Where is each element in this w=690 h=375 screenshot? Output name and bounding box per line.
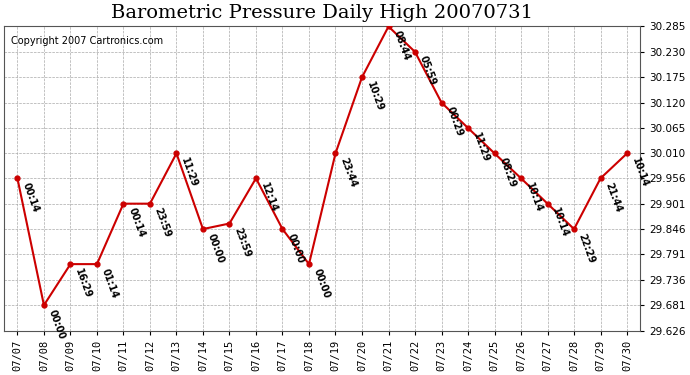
Text: 05:59: 05:59	[417, 55, 437, 87]
Text: 10:14: 10:14	[551, 207, 571, 239]
Text: 12:14: 12:14	[259, 181, 279, 214]
Text: 00:00: 00:00	[285, 232, 305, 264]
Title: Barometric Pressure Daily High 20070731: Barometric Pressure Daily High 20070731	[111, 4, 533, 22]
Text: 01:14: 01:14	[100, 267, 119, 300]
Text: 21:44: 21:44	[603, 181, 623, 214]
Text: 16:29: 16:29	[73, 267, 93, 300]
Text: 23:59: 23:59	[233, 226, 253, 259]
Text: 23:44: 23:44	[338, 156, 358, 189]
Text: 22:29: 22:29	[577, 232, 597, 264]
Text: 10:14: 10:14	[630, 156, 650, 189]
Text: 10:29: 10:29	[365, 80, 385, 112]
Text: 10:14: 10:14	[524, 181, 544, 214]
Text: 00:00: 00:00	[47, 308, 67, 340]
Text: 11:29: 11:29	[179, 156, 199, 189]
Text: 23:59: 23:59	[152, 207, 172, 239]
Text: 00:00: 00:00	[312, 267, 332, 300]
Text: 00:00: 00:00	[206, 232, 226, 264]
Text: 00:14: 00:14	[20, 181, 40, 214]
Text: Copyright 2007 Cartronics.com: Copyright 2007 Cartronics.com	[10, 36, 163, 46]
Text: 08:44: 08:44	[391, 29, 411, 62]
Text: 11:29: 11:29	[471, 131, 491, 164]
Text: 00:14: 00:14	[126, 207, 146, 239]
Text: 08:29: 08:29	[497, 156, 518, 189]
Text: 00:29: 00:29	[444, 105, 464, 138]
